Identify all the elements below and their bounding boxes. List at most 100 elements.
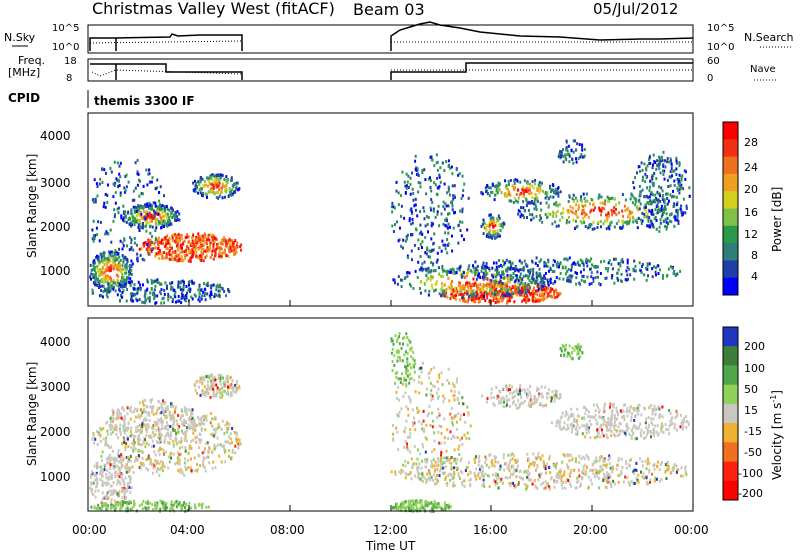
velocity-cell [112,410,115,414]
velocity-cell [99,439,102,443]
power-cell [390,205,393,209]
power-cell [430,249,433,253]
power-cell [239,245,242,249]
power-cell [155,222,158,226]
power-cell [176,238,179,242]
power-cell [489,186,492,190]
power-cell [485,291,488,295]
velocity-cell [101,479,104,483]
power-cell [168,208,171,212]
power-cell [177,232,180,236]
power-cell [484,299,487,303]
power-cell [219,173,222,177]
power-cell [201,192,204,195]
velocity-cell [100,507,103,511]
power-cell [445,224,448,228]
velocity-cell [124,501,127,504]
power-cell [181,242,184,246]
velocity-cell [155,412,158,416]
power-cell [192,241,194,244]
velocity-cell [177,451,179,455]
velocity-cell [115,470,118,474]
power-cell [112,281,115,285]
power-cell [215,174,218,178]
power-cell [520,191,523,195]
power-cell [108,285,111,289]
power-cell [576,224,579,228]
power-cell [649,185,651,189]
velocity-cell [99,426,102,430]
velocity-cell [157,418,160,422]
power-cell [613,197,616,201]
velocity-cell [163,438,166,442]
power-cell [502,296,505,300]
power-cell [132,299,135,303]
velocity-cell [121,459,123,463]
power-cell [597,275,599,279]
power-cell [638,193,641,197]
power-cell [419,280,422,284]
velocity-cell [223,447,226,451]
power-cell [135,297,138,301]
power-cell [438,173,441,177]
power-cell [568,154,571,158]
velocity-cell [109,475,112,479]
velocity-cell [138,438,141,442]
power-cell [534,299,537,303]
power-cell [112,266,115,270]
velocity-cell [114,423,117,427]
power-cell [669,157,672,161]
power-cell [498,216,501,220]
velocity-cell [152,463,155,467]
power-cell [215,191,218,194]
velocity-cell [134,434,137,438]
power-cell [427,293,430,297]
velocity-cell [230,393,233,397]
power-cell [515,274,518,278]
power-cell [676,211,679,215]
power-cell [217,184,220,188]
velocity-cell [214,378,217,382]
power-cell [228,187,231,191]
power-cell [175,258,178,262]
power-cell [144,289,147,293]
power-cell [130,210,133,214]
power-cell [517,196,520,200]
power-cell [172,250,175,254]
power-cell [219,241,222,245]
power-cell [455,297,458,301]
velocity-cell [161,423,164,427]
power-cell [110,277,113,281]
power-cell [565,148,568,152]
velocity-cell [211,466,214,470]
power-cell [535,194,538,198]
velocity-cell [208,447,211,451]
power-cell [491,182,494,186]
power-cell [572,150,575,154]
velocity-cell [141,422,144,426]
power-cell [525,299,528,302]
velocity-cell [105,440,108,443]
velocity-cell [162,448,165,452]
velocity-cell [122,428,125,432]
velocity-cell [218,391,221,395]
power-cell [662,274,664,278]
power-cell [233,248,236,252]
power-cell [623,204,626,208]
power-cell [667,267,670,271]
power-cell [212,234,215,238]
power-cell [523,179,526,183]
power-cell [612,209,615,213]
power-cell [520,206,522,210]
power-cell [535,281,538,285]
power-cell [531,296,534,300]
power-cell [651,267,654,271]
power-cell [539,214,542,218]
power-cell [181,289,184,293]
power-cell [675,158,678,162]
velocity-cell [112,481,115,484]
power-cell [227,240,230,244]
velocity-cell [234,430,236,434]
power-cell [91,291,94,295]
power-cell [493,284,496,288]
